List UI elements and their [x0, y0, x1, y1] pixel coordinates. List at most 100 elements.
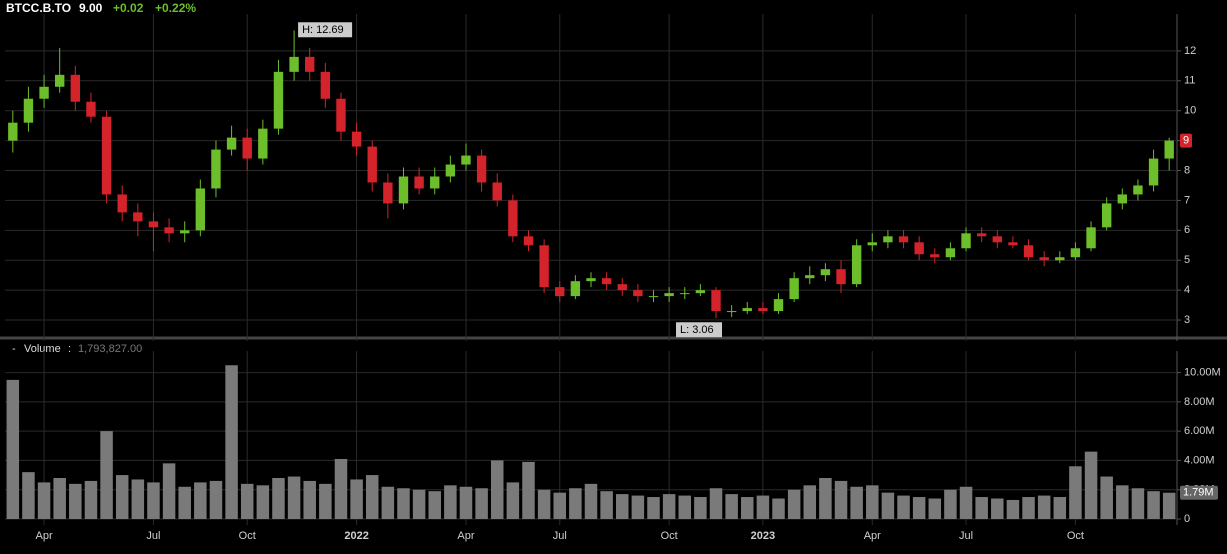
volume-bar — [1100, 476, 1113, 519]
volume-bar — [84, 480, 98, 519]
x-tick-label: Oct — [239, 530, 256, 542]
candle-body — [742, 308, 752, 312]
volume-bar — [22, 472, 35, 519]
volume-bar — [1069, 466, 1082, 519]
candle-body — [1164, 140, 1174, 159]
candle-body — [164, 227, 174, 234]
volume-bar — [412, 489, 426, 519]
volume-bar — [569, 488, 582, 519]
candle-body — [273, 71, 284, 129]
candle-body — [39, 86, 49, 99]
volume-bar — [616, 494, 629, 519]
candle-body — [805, 275, 815, 279]
x-tick-label: Oct — [661, 530, 678, 542]
candle-body — [758, 308, 768, 312]
volume-bar — [100, 431, 113, 519]
volume-bar — [506, 482, 520, 519]
volume-bar — [131, 479, 145, 519]
volume-bar — [350, 479, 363, 519]
volume-bar — [444, 485, 457, 519]
candle-body — [1148, 158, 1159, 186]
candle-body — [648, 296, 659, 298]
volume-bar — [53, 478, 66, 519]
candle-body — [711, 290, 721, 312]
candle-body — [117, 194, 127, 213]
y-tick-label: 12 — [1184, 45, 1196, 57]
candle-body — [398, 176, 409, 204]
volume-legend: Volume — [24, 343, 61, 355]
low-label-bg — [676, 322, 723, 338]
volume-bar — [553, 492, 566, 519]
candle-body — [492, 182, 502, 201]
y-tick-label: 10 — [1184, 105, 1196, 117]
low-label: L: 3.06 — [680, 324, 714, 336]
candle-body — [414, 176, 424, 189]
change-pct: +0.22% — [155, 1, 196, 15]
candle-body — [555, 287, 565, 297]
candle-body — [601, 278, 612, 285]
candle-body — [914, 242, 924, 255]
volume-bar — [678, 495, 692, 519]
volume-bar — [741, 497, 754, 519]
x-tick-label: Apr — [457, 530, 474, 542]
volume-bar — [819, 478, 832, 519]
volume-bar — [725, 494, 738, 519]
candle-body — [180, 230, 190, 234]
x-tick-label: 2022 — [344, 530, 368, 542]
x-tick-label: Jul — [146, 530, 160, 542]
volume-bar — [147, 482, 160, 519]
candle-body — [336, 98, 346, 132]
y-tick-label: 3 — [1184, 314, 1190, 326]
candle-body — [383, 182, 393, 204]
y-tick-label: 5 — [1184, 254, 1190, 266]
candle-body — [898, 236, 909, 243]
collapse-icon[interactable]: - — [12, 343, 16, 355]
candle-body — [195, 188, 206, 231]
volume-bar — [881, 492, 895, 519]
candle-body — [820, 269, 831, 276]
volume-bar — [631, 495, 645, 519]
candle-body — [617, 284, 627, 291]
y-tick-label: 6.00M — [1184, 425, 1215, 437]
x-tick-label: Apr — [864, 530, 881, 542]
candle-body — [258, 128, 268, 159]
x-tick-label: Oct — [1067, 530, 1084, 542]
x-tick-label: 2023 — [751, 530, 775, 542]
candle-body — [1023, 245, 1034, 258]
candle-body — [836, 269, 846, 285]
volume-bar — [303, 480, 316, 519]
volume-bar — [69, 483, 82, 519]
candle-body — [23, 98, 34, 123]
y-tick-label: 4.00M — [1184, 454, 1215, 466]
volume-bar — [256, 485, 270, 519]
volume-bar — [772, 498, 785, 519]
candle-body — [211, 149, 221, 189]
volume-bar — [1053, 497, 1067, 519]
volume-bar — [272, 478, 285, 519]
volume-bar — [756, 495, 770, 519]
volume-bar — [959, 486, 973, 519]
candle-body — [351, 131, 362, 147]
volume-bar — [428, 491, 441, 519]
volume-bar — [459, 486, 473, 519]
candle-body — [148, 221, 159, 228]
candle-body — [992, 236, 1002, 243]
x-tick-label: Jul — [553, 530, 567, 542]
volume-bar — [6, 379, 20, 519]
volume-bar — [912, 497, 926, 519]
candle-body — [851, 245, 862, 285]
candle-body — [320, 71, 331, 99]
candle-body — [1101, 203, 1112, 228]
volume-bar — [897, 495, 910, 519]
volume-bar — [162, 463, 176, 519]
candle-body — [664, 293, 674, 297]
candle-body — [539, 245, 549, 288]
volume-bar — [1116, 485, 1129, 519]
candle-body — [570, 281, 581, 297]
y-tick-label: 8.00M — [1184, 396, 1215, 408]
y-tick-label: 0 — [1184, 513, 1190, 525]
volume-bar — [1162, 492, 1176, 519]
candle-body — [86, 101, 96, 117]
candle-body — [476, 155, 487, 183]
